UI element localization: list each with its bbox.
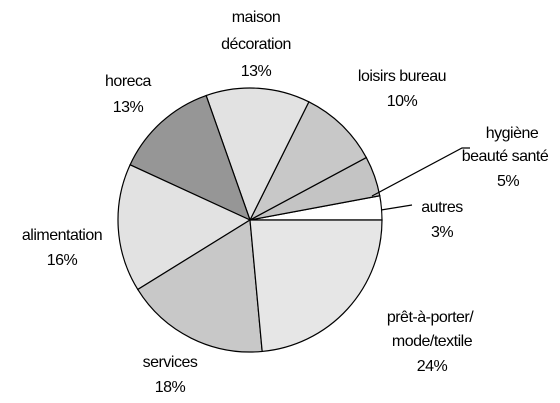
pie-slice xyxy=(117,164,252,291)
value-label: 24% xyxy=(417,358,448,375)
slice-label: alimentation xyxy=(22,227,102,244)
slice-label: autres xyxy=(421,199,463,216)
value-label: 13% xyxy=(113,99,144,116)
value-label: 3% xyxy=(431,224,453,241)
slice-label: mode/textile xyxy=(392,333,473,350)
slice-label: prêt-à-porter/ xyxy=(387,309,474,326)
leader-line xyxy=(380,204,413,211)
pie-slice xyxy=(129,94,252,222)
slice-label: loisirs bureau xyxy=(358,68,446,85)
pie-slice xyxy=(136,218,263,353)
pie-slice xyxy=(205,87,310,222)
value-label: 10% xyxy=(387,93,418,110)
slice-label: horeca xyxy=(105,73,152,90)
slice-label: décoration xyxy=(221,36,291,53)
leader-line xyxy=(371,147,470,197)
value-label: 13% xyxy=(241,63,272,80)
slice-label: services xyxy=(143,354,198,371)
slice-label: hygiène xyxy=(486,125,539,142)
value-label: 5% xyxy=(497,173,519,190)
value-label: 18% xyxy=(155,379,186,396)
pie-slice xyxy=(248,101,368,222)
slice-label: maison xyxy=(232,9,281,26)
pie-slice xyxy=(249,219,383,353)
value-label: 16% xyxy=(47,252,78,269)
slice-label: beauté santé xyxy=(462,148,549,165)
